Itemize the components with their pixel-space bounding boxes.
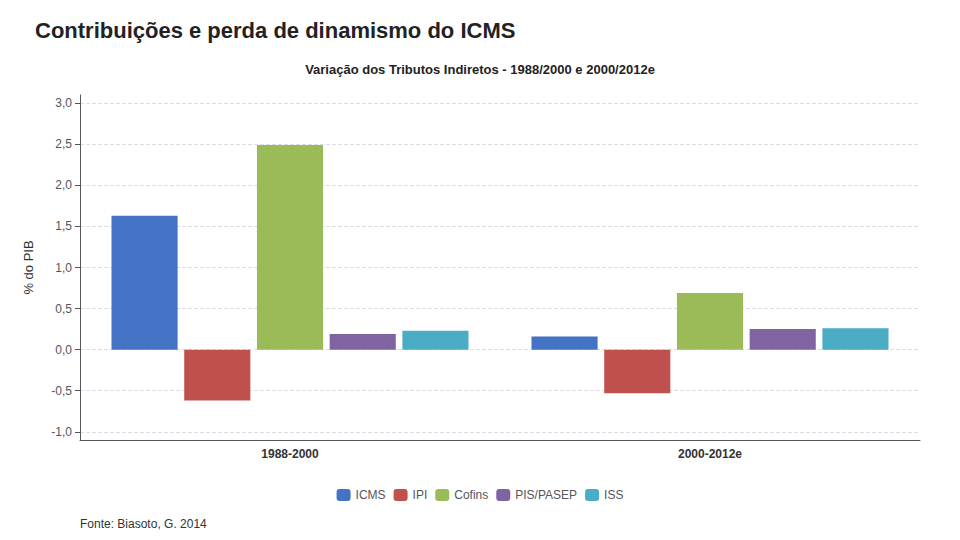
svg-text:Variação dos Tributos Indireto: Variação dos Tributos Indiretos - 1988/2…	[305, 62, 655, 77]
svg-text:2000-2012e: 2000-2012e	[678, 447, 742, 461]
svg-text:Cofins: Cofins	[454, 488, 488, 502]
svg-text:ICMS: ICMS	[356, 488, 386, 502]
svg-text:0,0: 0,0	[55, 343, 72, 357]
svg-text:-1,0: -1,0	[51, 425, 72, 439]
svg-text:1,5: 1,5	[55, 219, 72, 233]
svg-text:2,0: 2,0	[55, 178, 72, 192]
svg-text:3,0: 3,0	[55, 96, 72, 110]
svg-text:1,0: 1,0	[55, 261, 72, 275]
svg-text:1988-2000: 1988-2000	[261, 447, 319, 461]
svg-text:-0,5: -0,5	[51, 384, 72, 398]
svg-text:PIS/PASEP: PIS/PASEP	[515, 488, 577, 502]
svg-text:Contribuições e perda de dinam: Contribuições e perda de dinamismo do IC…	[35, 18, 515, 43]
svg-text:0,5: 0,5	[55, 302, 72, 316]
svg-text:Fonte: Biasoto, G. 2014: Fonte: Biasoto, G. 2014	[80, 517, 207, 531]
svg-text:IPI: IPI	[413, 488, 428, 502]
svg-text:% do PIB: % do PIB	[21, 240, 36, 294]
svg-text:2,5: 2,5	[55, 137, 72, 151]
svg-text:ISS: ISS	[604, 488, 623, 502]
